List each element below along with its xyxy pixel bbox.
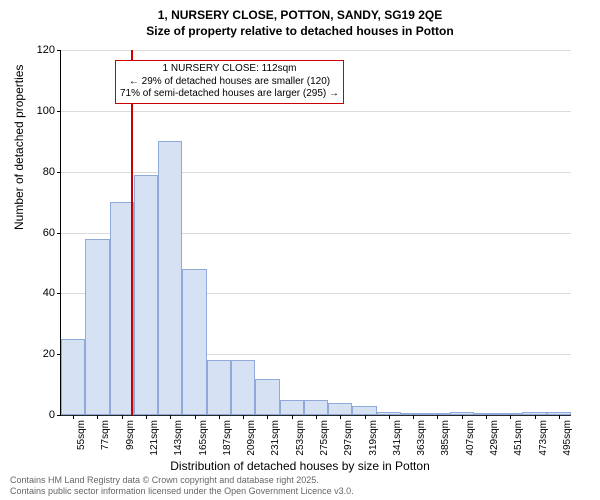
xtick-mark: [437, 415, 438, 419]
chart-area: 02040608010012055sqm77sqm99sqm121sqm143s…: [60, 50, 570, 415]
ytick-label: 20: [25, 348, 55, 360]
bar: [231, 360, 255, 415]
ytick-mark: [57, 111, 61, 112]
bar: [328, 403, 352, 415]
plot: 02040608010012055sqm77sqm99sqm121sqm143s…: [60, 50, 571, 416]
ytick-mark: [57, 415, 61, 416]
xtick-label: 385sqm: [440, 420, 451, 460]
bar: [134, 175, 158, 415]
bar: [158, 141, 182, 415]
ytick-label: 40: [25, 287, 55, 299]
xtick-label: 275sqm: [319, 420, 330, 460]
xtick-mark: [73, 415, 74, 419]
ytick-label: 80: [25, 166, 55, 178]
xtick-label: 231sqm: [270, 420, 281, 460]
xtick-mark: [146, 415, 147, 419]
xtick-label: 297sqm: [343, 420, 354, 460]
xtick-label: 429sqm: [489, 420, 500, 460]
xtick-label: 99sqm: [125, 420, 136, 460]
xtick-label: 451sqm: [513, 420, 524, 460]
xtick-label: 253sqm: [295, 420, 306, 460]
bar: [255, 379, 279, 416]
xtick-mark: [195, 415, 196, 419]
bar: [280, 400, 304, 415]
x-axis-label: Distribution of detached houses by size …: [0, 459, 600, 473]
xtick-mark: [316, 415, 317, 419]
ytick-label: 0: [25, 409, 55, 421]
xtick-label: 209sqm: [246, 420, 257, 460]
xtick-mark: [340, 415, 341, 419]
ytick-mark: [57, 50, 61, 51]
gridline: [61, 172, 571, 173]
xtick-mark: [413, 415, 414, 419]
xtick-mark: [559, 415, 560, 419]
bar: [352, 406, 376, 415]
xtick-mark: [365, 415, 366, 419]
annotation-line: ← 29% of detached houses are smaller (12…: [120, 76, 339, 89]
xtick-mark: [486, 415, 487, 419]
xtick-mark: [122, 415, 123, 419]
xtick-mark: [97, 415, 98, 419]
y-axis-label: Number of detached properties: [12, 65, 26, 230]
annotation-line: 71% of semi-detached houses are larger (…: [120, 88, 339, 101]
ytick-mark: [57, 172, 61, 173]
footer-line2: Contains public sector information licen…: [10, 486, 354, 497]
xtick-label: 77sqm: [100, 420, 111, 460]
xtick-label: 121sqm: [149, 420, 160, 460]
bar: [182, 269, 206, 415]
ytick-label: 120: [25, 44, 55, 56]
xtick-label: 407sqm: [465, 420, 476, 460]
xtick-mark: [292, 415, 293, 419]
xtick-label: 495sqm: [562, 420, 573, 460]
chart-title: 1, NURSERY CLOSE, POTTON, SANDY, SG19 2Q…: [0, 0, 600, 39]
bar: [61, 339, 85, 415]
footer-line1: Contains HM Land Registry data © Crown c…: [10, 475, 354, 486]
xtick-label: 187sqm: [222, 420, 233, 460]
chart-container: 1, NURSERY CLOSE, POTTON, SANDY, SG19 2Q…: [0, 0, 600, 500]
xtick-label: 341sqm: [392, 420, 403, 460]
annotation-box: 1 NURSERY CLOSE: 112sqm← 29% of detached…: [115, 60, 344, 104]
xtick-mark: [267, 415, 268, 419]
xtick-mark: [510, 415, 511, 419]
bar: [207, 360, 231, 415]
ytick-label: 100: [25, 105, 55, 117]
ytick-mark: [57, 293, 61, 294]
xtick-label: 319sqm: [368, 420, 379, 460]
xtick-label: 143sqm: [173, 420, 184, 460]
title-line2: Size of property relative to detached ho…: [0, 24, 600, 40]
xtick-label: 363sqm: [416, 420, 427, 460]
title-line1: 1, NURSERY CLOSE, POTTON, SANDY, SG19 2Q…: [0, 8, 600, 24]
bar: [85, 239, 109, 415]
ytick-mark: [57, 233, 61, 234]
xtick-mark: [462, 415, 463, 419]
annotation-line: 1 NURSERY CLOSE: 112sqm: [120, 63, 339, 76]
marker-line: [131, 50, 133, 415]
xtick-mark: [170, 415, 171, 419]
xtick-label: 165sqm: [198, 420, 209, 460]
xtick-mark: [219, 415, 220, 419]
gridline: [61, 111, 571, 112]
gridline: [61, 50, 571, 51]
xtick-label: 473sqm: [538, 420, 549, 460]
footer: Contains HM Land Registry data © Crown c…: [10, 475, 354, 497]
xtick-label: 55sqm: [76, 420, 87, 460]
xtick-mark: [243, 415, 244, 419]
xtick-mark: [389, 415, 390, 419]
bar: [110, 202, 134, 415]
ytick-label: 60: [25, 227, 55, 239]
xtick-mark: [535, 415, 536, 419]
bar: [304, 400, 328, 415]
